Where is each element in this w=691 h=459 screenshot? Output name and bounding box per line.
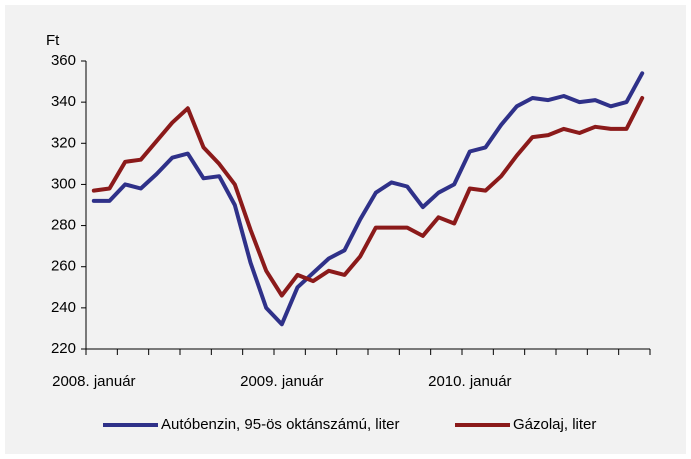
legend-label: Autóbenzin, 95-ös oktánszámú, liter <box>161 416 399 433</box>
y-axis-label: Ft <box>46 32 60 49</box>
y-tick-label: 220 <box>51 340 76 357</box>
series-line <box>91 71 645 327</box>
x-tick-label: 2008. január <box>52 373 135 390</box>
y-tick-label: 340 <box>51 93 76 110</box>
y-tick-label: 260 <box>51 258 76 275</box>
y-tick-label: 240 <box>51 299 76 316</box>
y-tick-label: 320 <box>51 134 76 151</box>
y-tick-label: 280 <box>51 217 76 234</box>
x-tick-label: 2010. január <box>428 373 511 390</box>
y-tick-label: 300 <box>51 175 76 192</box>
x-tick-label: 2009. január <box>240 373 323 390</box>
legend-label: Gázolaj, liter <box>513 416 596 433</box>
background <box>5 5 686 454</box>
y-tick-label: 360 <box>51 52 76 69</box>
series-line <box>91 96 645 298</box>
